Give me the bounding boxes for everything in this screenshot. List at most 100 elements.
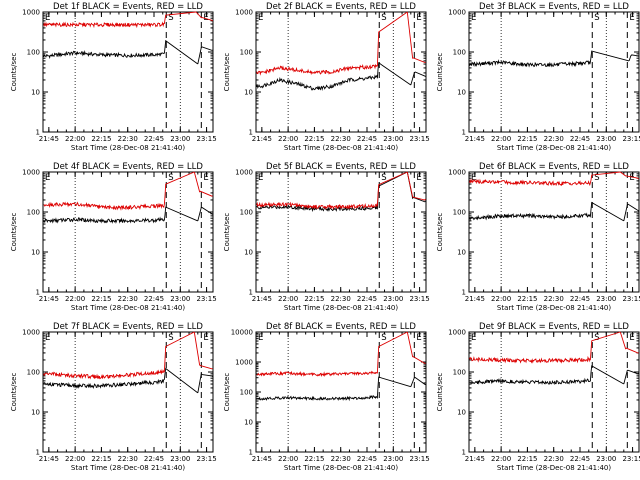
y-tick-label: 10 [244, 89, 253, 97]
y-axis-label: Counts/sec [10, 213, 18, 252]
plot-frame [42, 331, 214, 453]
series-red-pre [469, 331, 621, 364]
x-tick-label: 22:00 [491, 455, 511, 463]
series-red-pre [43, 171, 195, 211]
x-tick-label: 22:00 [65, 135, 85, 143]
series-black-post [628, 54, 639, 62]
panel-3: Det 3f BLACK = Events, RED = LLD 1 10 100 10… [436, 2, 640, 152]
series-red-post [193, 331, 213, 370]
corner-marker: E [45, 173, 50, 183]
x-tick-label: 22:15 [91, 135, 111, 143]
y-axis-label: Counts/sec [436, 213, 444, 252]
panel-1: Det 1f BLACK = Events, RED = LLD 1 10 100 10… [10, 2, 217, 152]
x-tick-label: 23:15 [622, 455, 640, 463]
x-tick-label: 22:00 [278, 455, 298, 463]
x-tick-label: 22:00 [65, 455, 85, 463]
panel-title: Det 2f BLACK = Events, RED = LLD [266, 2, 416, 12]
flare-marker-label: E [416, 173, 421, 183]
x-tick-label: 22:15 [517, 455, 537, 463]
corner-marker: E [258, 173, 263, 183]
x-tick-label: 23:15 [409, 295, 429, 303]
series-black-pre [469, 50, 630, 68]
x-tick-label: 22:45 [144, 455, 164, 463]
series-black-post [197, 372, 213, 393]
x-tick-label: 22:15 [304, 295, 324, 303]
y-tick-label: 1 [36, 449, 40, 457]
panel-4: Det 4f BLACK = Events, RED = LLD 1 10 100 10… [10, 162, 217, 312]
y-tick-label: 10 [457, 409, 466, 417]
corner-marker: E [471, 173, 476, 183]
x-tick-label: 22:45 [570, 135, 590, 143]
plot-frame [468, 331, 640, 453]
x-tick-label: 22:15 [517, 135, 537, 143]
panel-7: Det 7f BLACK = Events, RED = LLD 1 10 100 10… [10, 322, 217, 472]
panel-title: Det 3f BLACK = Events, RED = LLD [479, 2, 629, 12]
flare-marker-label: E [629, 173, 634, 183]
x-tick-label: 23:15 [196, 455, 216, 463]
x-tick-label: 23:15 [409, 455, 429, 463]
y-tick-label: 1 [462, 289, 466, 297]
x-tick-label: 22:45 [144, 295, 164, 303]
flare-marker-label: S [594, 13, 599, 23]
x-tick-label: 22:00 [491, 295, 511, 303]
series-black-post [623, 369, 639, 385]
series-red-pre [469, 171, 621, 187]
series-red-pre [256, 171, 408, 210]
flare-marker-label: E [203, 13, 208, 23]
corner-marker: E [471, 13, 476, 23]
series-black-post [410, 71, 426, 86]
x-tick-label: 22:15 [91, 455, 111, 463]
x-tick-label: 22:15 [304, 455, 324, 463]
y-axis-label: Counts/sec [223, 53, 231, 92]
x-axis-label: Start Time (28-Dec-08 21:41:40) [497, 144, 611, 152]
y-tick-label: 1 [249, 449, 253, 457]
series-red-pre [256, 331, 408, 378]
x-tick-label: 21:45 [39, 295, 59, 303]
flare-marker-label: S [168, 333, 173, 343]
y-tick-label: 1 [36, 129, 40, 137]
y-tick-label: 1000 [448, 9, 466, 17]
x-tick-label: 22:00 [278, 135, 298, 143]
y-tick-label: 1000 [22, 169, 40, 177]
x-tick-label: 22:30 [118, 455, 138, 463]
flare-marker-label: E [629, 13, 634, 23]
series-red-post [193, 171, 213, 197]
corner-marker: E [45, 333, 50, 343]
y-tick-label: 100 [27, 369, 40, 377]
y-tick-label: 1 [462, 129, 466, 137]
plot-frame [255, 171, 427, 293]
x-tick-label: 23:00 [170, 455, 190, 463]
series-black-pre [43, 367, 199, 394]
panel-title: Det 6f BLACK = Events, RED = LLD [479, 162, 629, 172]
plot-frame [468, 171, 640, 293]
series-black-post [623, 203, 639, 221]
flare-marker-label: S [594, 333, 599, 343]
plot-frame [42, 11, 214, 133]
flare-marker-label: E [416, 13, 421, 23]
series-black-pre [43, 39, 199, 65]
series-red-post [406, 331, 426, 364]
x-tick-label: 22:30 [544, 455, 564, 463]
y-tick-label: 1000 [235, 359, 253, 367]
corner-marker: E [258, 13, 263, 23]
series-black-pre [256, 376, 411, 402]
plot-frame [255, 11, 427, 133]
panel-2: Det 2f BLACK = Events, RED = LLD 1 10 100 10… [223, 2, 430, 152]
y-tick-label: 10 [244, 419, 253, 427]
flare-marker-label: S [594, 173, 599, 183]
x-tick-label: 21:45 [252, 135, 272, 143]
x-axis-label: Start Time (28-Dec-08 21:41:40) [284, 464, 398, 472]
x-axis-label: Start Time (28-Dec-08 21:41:40) [497, 304, 611, 312]
y-tick-label: 100 [240, 209, 253, 217]
y-tick-label: 10 [31, 409, 40, 417]
panel-title: Det 7f BLACK = Events, RED = LLD [53, 322, 203, 332]
flare-marker-label: S [381, 173, 386, 183]
x-tick-label: 23:15 [622, 135, 640, 143]
x-tick-label: 22:45 [357, 295, 377, 303]
x-axis-label: Start Time (28-Dec-08 21:41:40) [71, 304, 185, 312]
x-tick-label: 23:15 [196, 295, 216, 303]
x-tick-label: 22:30 [544, 135, 564, 143]
series-red-pre [43, 11, 197, 29]
series-red-post [620, 171, 640, 180]
